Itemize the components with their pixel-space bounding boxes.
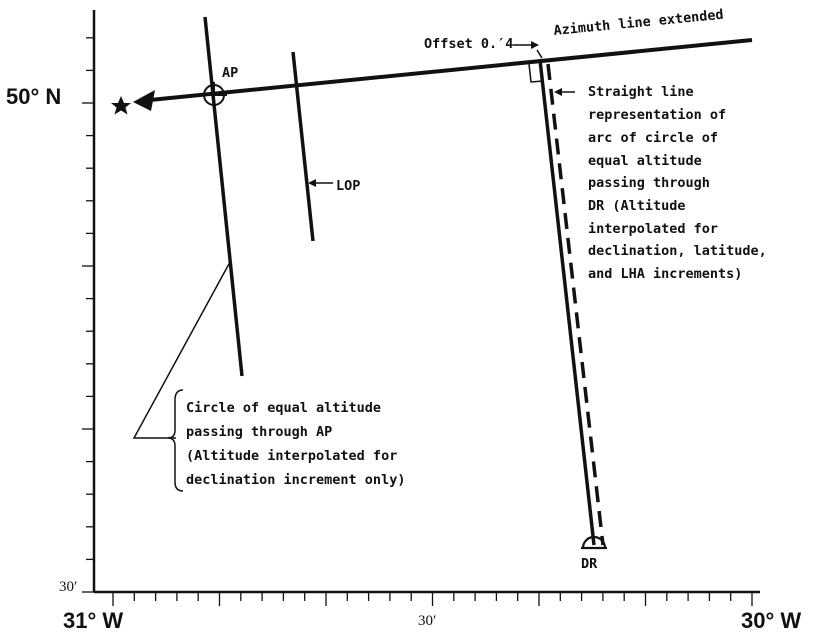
note-line: passing through AP [186,424,332,440]
lon-31w-label: 31° W [63,608,123,633]
plot-frame [92,10,760,594]
note-line: and LHA increments) [588,266,742,282]
right-angle-box [528,63,544,83]
arrowhead-icon [308,179,316,187]
ap-label: AP [222,65,238,81]
dr-label: DR [581,556,598,572]
azimuth-line [139,38,753,103]
ap-circle-pointer [132,261,231,439]
note-line: Circle of equal altitude [186,400,381,416]
note-line: representation of [588,107,726,123]
lop-label: LOP [336,178,360,194]
lat-50n-label: 50° N [6,84,61,109]
azimuth-label-pointer [536,49,543,59]
circle-cross-icon [201,82,227,108]
note-line: Straight line [588,84,694,100]
note-line: equal altitude [588,153,702,169]
lat-30min-label: 30′ [59,579,77,595]
note-line: DR (Altitude [588,198,686,214]
note-line: passing through [588,175,710,191]
circle-equal-altitude-ap-line [203,16,244,377]
note-line: declination, latitude, [588,243,767,259]
latitude-ticks [82,37,94,593]
dashed-dr-arc [546,63,605,546]
arrowhead-icon [554,88,562,96]
arrowhead-icon [133,90,155,111]
lop-line [291,51,315,242]
note-brace [167,389,184,492]
circle-ap-note: Circle of equal altitude passing through… [186,400,405,488]
azimuth-line-label: Azimuth line extended [553,7,724,39]
offset-label: Offset 0.′4 [424,36,513,52]
note-line: declination increment only) [186,472,405,488]
semicircle-icon [581,535,607,550]
note-line: arc of circle of [588,130,718,146]
lon-30min-label: 30′ [418,613,436,629]
lon-30w-label: 30° W [741,608,801,633]
longitude-ticks [112,592,753,606]
straight-line-note: Straight line representation of arc of c… [588,84,775,282]
straight-line-dr [538,59,596,546]
star-icon [111,96,131,115]
arrowhead-icon [531,41,539,49]
note-line: (Altitude interpolated for [186,448,397,464]
note-line: interpolated for [588,221,718,237]
